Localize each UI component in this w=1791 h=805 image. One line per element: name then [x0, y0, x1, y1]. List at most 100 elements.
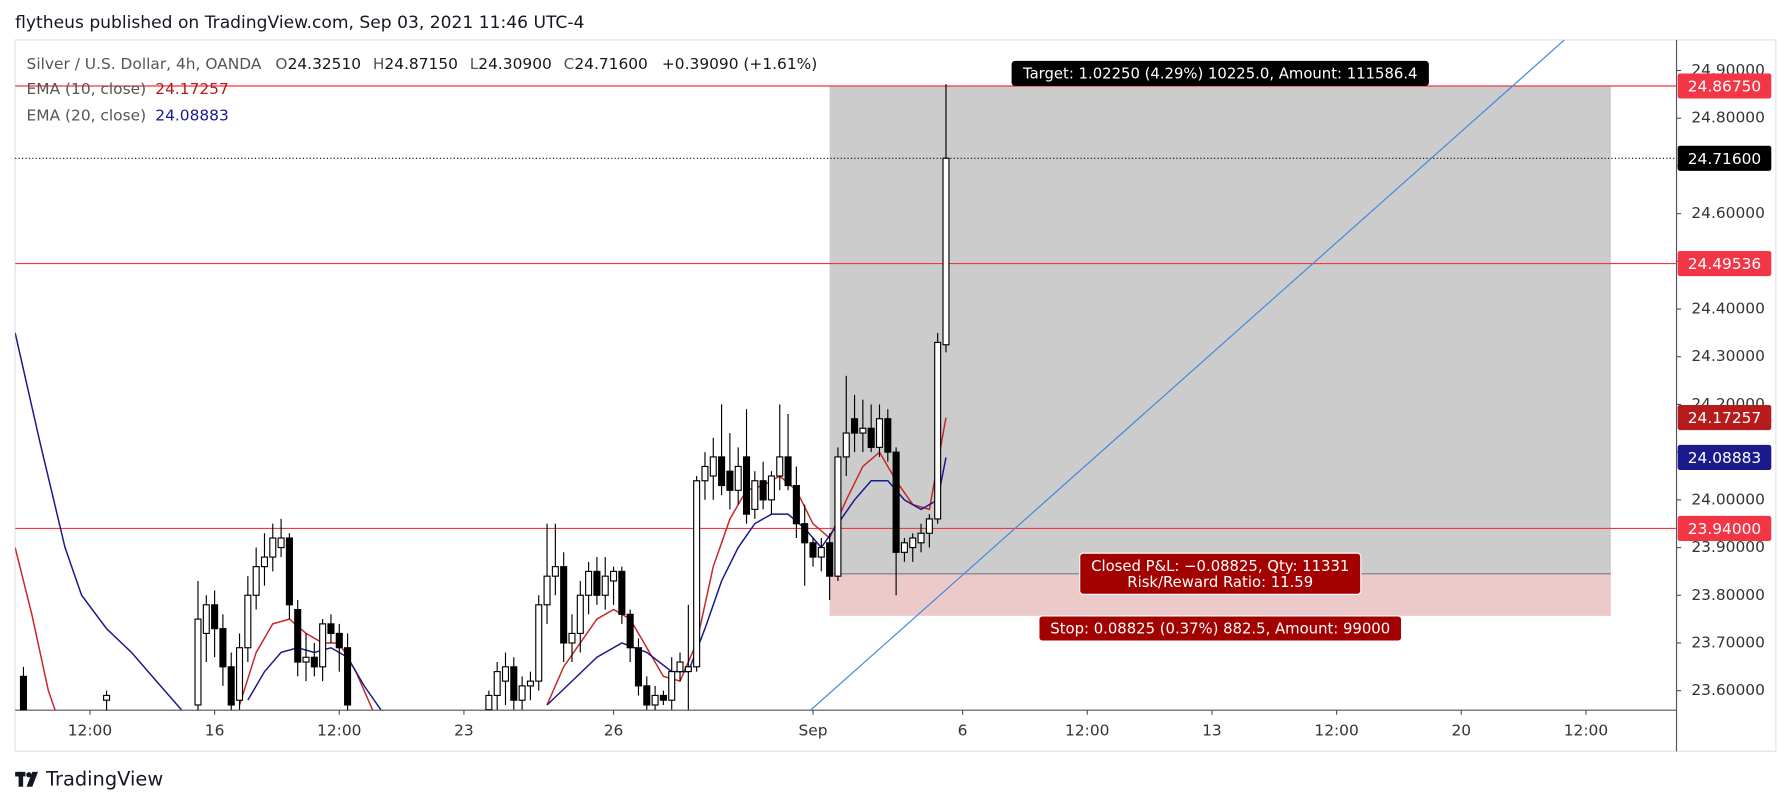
- candle-body: [219, 628, 227, 668]
- candle-body: [568, 632, 576, 644]
- candle-body: [900, 542, 908, 553]
- candle-body: [875, 418, 884, 448]
- x-tick-label: 13: [1202, 721, 1222, 739]
- candle-body: [643, 685, 651, 706]
- pnl-label-text: Risk/Reward Ratio: 11.59: [1127, 574, 1313, 591]
- frame: [14, 39, 1777, 752]
- candle-body: [917, 532, 925, 544]
- price-badge: [1677, 515, 1772, 542]
- candle-body: [684, 666, 692, 673]
- candle-body: [526, 680, 534, 687]
- x-tick-label: 12:00: [317, 721, 361, 739]
- x-tick-label: 12:00: [1314, 721, 1358, 739]
- legend-ema: EMA (10, close) 24.17257: [27, 80, 229, 98]
- legend-name: EMA (10, close): [27, 80, 147, 98]
- ema-line: [15, 417, 947, 711]
- y-tick-label: 23.90000: [1691, 538, 1765, 556]
- ema-badge-label: 24.08883: [1688, 449, 1762, 467]
- legend-ema: EMA (20, close) 24.08883: [27, 106, 229, 124]
- y-tick-label: 23.80000: [1691, 586, 1765, 604]
- candle-body: [834, 456, 842, 577]
- y-tick-label: 24.00000: [1691, 490, 1765, 508]
- ema-badge: [1677, 444, 1772, 471]
- ohlc-key: H: [373, 54, 385, 72]
- candle-body: [709, 456, 717, 477]
- overlay: Target: 1.02250 (4.29%) 10225.0, Amount:…: [1011, 60, 1429, 642]
- x-tick-label: 12:00: [1065, 721, 1109, 739]
- y-tick-label: 24.80000: [1691, 109, 1765, 127]
- price-badge: [1677, 73, 1772, 99]
- ohlc-key: L: [470, 54, 479, 72]
- candle-body: [884, 418, 892, 453]
- candle-body: [751, 480, 759, 510]
- candle-body: [319, 623, 327, 668]
- x-tick-label: 12:00: [1564, 721, 1608, 739]
- candle-body: [726, 470, 734, 491]
- candle-body: [659, 694, 667, 701]
- stop-label-text: Stop: 0.08825 (0.37%) 882.5, Amount: 990…: [1050, 621, 1390, 638]
- ema-badge-label: 24.17257: [1688, 409, 1762, 427]
- candle-body: [310, 656, 318, 668]
- candle-body: [277, 537, 285, 549]
- candle-body: [103, 694, 111, 701]
- candle-body: [211, 604, 219, 630]
- candle-body: [626, 613, 634, 649]
- ohlc-key: O: [275, 54, 287, 72]
- candle-body: [934, 341, 942, 520]
- candle-body: [618, 570, 626, 615]
- x-tick-label: 26: [604, 721, 624, 739]
- price-badge-label: 24.86750: [1688, 78, 1762, 96]
- candle-body: [634, 647, 643, 687]
- plot-area: [15, 39, 1677, 711]
- legend-value: 24.17257: [155, 80, 229, 98]
- candle-body: [668, 671, 676, 701]
- candle-body: [867, 427, 875, 448]
- candle-body: [327, 623, 335, 634]
- candle-body: [302, 656, 310, 663]
- candle-body: [510, 666, 518, 701]
- ohlc-key: C: [564, 54, 575, 72]
- candle-body: [252, 566, 260, 596]
- candle-body: [551, 566, 559, 577]
- brand-logo: [15, 771, 38, 787]
- candle-body: [560, 566, 568, 644]
- candle-body: [718, 456, 726, 487]
- candle-body: [19, 675, 27, 711]
- y-tick-label: 23.70000: [1691, 633, 1765, 651]
- candle-body: [543, 575, 551, 606]
- target-label-text: Target: 1.02250 (4.29%) 10225.0, Amount:…: [1022, 66, 1417, 83]
- candle-body: [792, 484, 800, 525]
- candle-body: [701, 465, 709, 482]
- y-tick-label: 24.40000: [1691, 300, 1765, 318]
- candle-body: [925, 518, 933, 534]
- price-badge-label: 23.94000: [1688, 520, 1762, 538]
- candle-body: [535, 604, 543, 682]
- candle-body: [767, 475, 775, 501]
- ohlc-value: 24.87150: [384, 54, 458, 72]
- price-badge-label: 24.71600: [1688, 150, 1762, 168]
- candle-body: [294, 608, 302, 663]
- legend-name: EMA (20, close): [27, 106, 147, 124]
- price-badge-label: 24.49536: [1688, 255, 1762, 273]
- candle-body: [601, 575, 609, 596]
- candle-body: [585, 570, 593, 596]
- candle-body: [693, 480, 701, 668]
- candle-body: [194, 618, 202, 706]
- candle-body: [518, 685, 526, 701]
- candle-body: [202, 604, 210, 634]
- candle-body: [817, 546, 825, 558]
- candle-body: [742, 456, 751, 515]
- stop-label: [1038, 615, 1403, 642]
- trendline: [810, 39, 1565, 711]
- pnl-label: [1079, 552, 1362, 595]
- pnl-label-text: Closed P&L: −0.08825, Qty: 11331: [1091, 558, 1349, 575]
- header: flytheus published on TradingView.com, S…: [15, 13, 584, 33]
- candle-body: [776, 456, 784, 477]
- candle-body: [576, 594, 584, 634]
- price-badge: [1677, 145, 1772, 171]
- y-tick-label: 24.60000: [1691, 204, 1765, 222]
- candle-body: [826, 542, 834, 577]
- candle-body: [344, 647, 352, 706]
- candle-body: [493, 671, 501, 697]
